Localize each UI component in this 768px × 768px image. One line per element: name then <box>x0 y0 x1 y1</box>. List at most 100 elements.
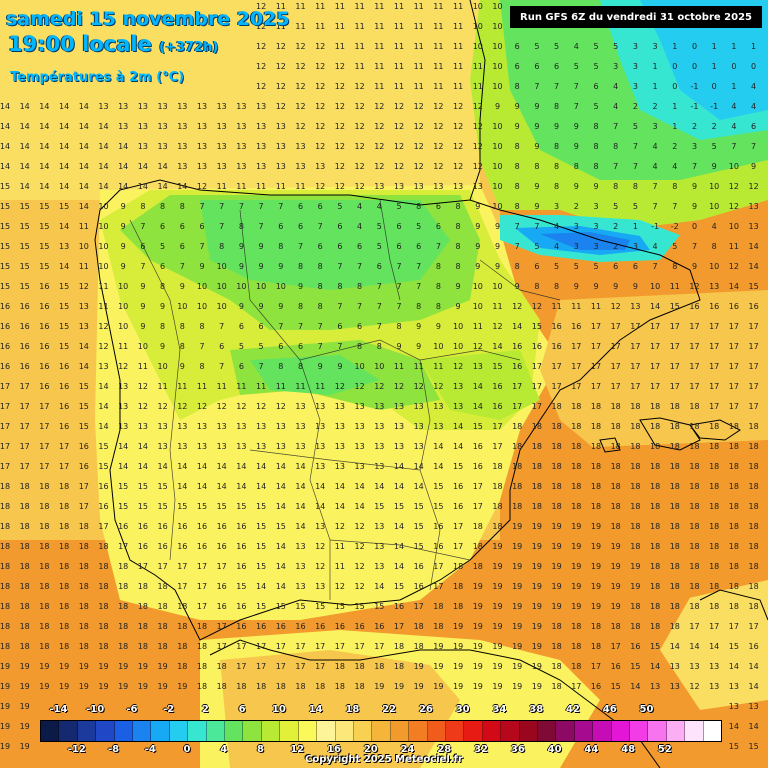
temperature-value: 10 <box>177 302 187 311</box>
scale-label: -12 <box>67 744 86 755</box>
temperature-value: 13 <box>414 402 424 411</box>
temperature-value: 18 <box>98 622 108 631</box>
temperature-value: 18 <box>374 662 384 671</box>
temperature-value: 11 <box>217 382 227 391</box>
temperature-value: 18 <box>552 682 562 691</box>
temperature-value: 12 <box>355 102 365 111</box>
temperature-value: 14 <box>118 462 128 471</box>
scale-label: -2 <box>163 704 175 715</box>
temperature-value: 17 <box>394 622 404 631</box>
temperature-value: 19 <box>532 582 542 591</box>
temperature-value: 11 <box>433 362 443 371</box>
temperature-value: 1 <box>731 82 736 91</box>
temperature-value: 15 <box>20 222 30 231</box>
temperature-value: 18 <box>650 602 660 611</box>
temperature-value: 15 <box>217 502 227 511</box>
temperature-value: 11 <box>355 62 365 71</box>
temperature-value: 8 <box>180 342 185 351</box>
temperature-value: 18 <box>98 642 108 651</box>
temperature-value: 10 <box>473 2 483 11</box>
temperature-value: 18 <box>650 622 660 631</box>
temperature-value: 7 <box>357 302 362 311</box>
temperature-value: 16 <box>39 322 49 331</box>
temperature-value: 16 <box>59 362 69 371</box>
temperature-value: 9 <box>337 362 342 371</box>
temperature-value: 12 <box>256 402 266 411</box>
temperature-value: 17 <box>0 402 10 411</box>
temperature-value: 19 <box>552 562 562 571</box>
temperature-value: 4 <box>672 162 677 171</box>
temperature-value: 16 <box>197 542 207 551</box>
scale-label: 8 <box>257 744 265 755</box>
temperature-value: 16 <box>217 602 227 611</box>
temperature-value: 16 <box>335 622 345 631</box>
temperature-value: 19 <box>453 682 463 691</box>
time-offset: (+372h) <box>159 40 219 55</box>
temperature-value: 6 <box>140 242 145 251</box>
temperature-value: 11 <box>276 2 286 11</box>
temperature-value: 12 <box>729 182 739 191</box>
scale-swatch <box>77 721 97 741</box>
temperature-value: 7 <box>731 142 736 151</box>
temperature-value: 4 <box>357 202 362 211</box>
temperature-value: 19 <box>591 582 601 591</box>
temperature-value: 18 <box>158 582 168 591</box>
temperature-value: 12 <box>355 162 365 171</box>
temperature-value: 14 <box>98 142 108 151</box>
temperature-value: 15 <box>335 602 345 611</box>
scale-swatch <box>648 721 667 741</box>
temperature-value: 16 <box>394 602 404 611</box>
temperature-value: 1 <box>653 82 658 91</box>
temperature-value: 14 <box>39 122 49 131</box>
temperature-value: 12 <box>355 382 365 391</box>
temperature-value: 13 <box>709 282 719 291</box>
temperature-value: 14 <box>59 182 69 191</box>
temperature-value: 3 <box>554 202 559 211</box>
temperature-value: 12 <box>729 262 739 271</box>
temperature-value: 15 <box>236 582 246 591</box>
temperature-value: 18 <box>749 542 759 551</box>
temperature-value: 11 <box>394 82 404 91</box>
temperature-value: 18 <box>453 562 463 571</box>
temperature-value: 16 <box>571 322 581 331</box>
temperature-value: 13 <box>118 122 128 131</box>
temperature-value: 6 <box>416 242 421 251</box>
temperature-value: 7 <box>199 242 204 251</box>
temperature-value: 19 <box>611 562 621 571</box>
temperature-value: 12 <box>315 122 325 131</box>
temperature-value: 9 <box>574 182 579 191</box>
temperature-value: 12 <box>335 142 345 151</box>
temperature-value: 18 <box>433 622 443 631</box>
scale-label: 28 <box>437 744 452 755</box>
temperature-value: 16 <box>414 582 424 591</box>
temperature-value: 11 <box>217 182 227 191</box>
temperature-value: 7 <box>672 202 677 211</box>
temperature-value: 17 <box>473 502 483 511</box>
temperature-value: 13 <box>335 402 345 411</box>
temperature-value: 16 <box>236 522 246 531</box>
temperature-value: 13 <box>394 182 404 191</box>
scale-label: 36 <box>510 744 525 755</box>
temperature-value: 8 <box>436 262 441 271</box>
temperature-value: 10 <box>650 282 660 291</box>
temperature-value: 11 <box>79 222 89 231</box>
temperature-value: 11 <box>394 2 404 11</box>
date-title: samedi 15 novembre 2025 <box>6 8 290 30</box>
scale-label: 6 <box>238 704 246 715</box>
temperature-value: 18 <box>158 602 168 611</box>
temperature-value: -1 <box>651 222 659 231</box>
temperature-value: 11 <box>473 62 483 71</box>
temperature-value: 19 <box>512 522 522 531</box>
temperature-value: 7 <box>416 282 421 291</box>
temperature-value: 18 <box>591 442 601 451</box>
temperature-value: 17 <box>473 482 483 491</box>
temperature-value: 18 <box>630 502 640 511</box>
temperature-value: 1 <box>712 42 717 51</box>
temperature-value: 14 <box>98 382 108 391</box>
temperature-value: 7 <box>653 262 658 271</box>
temperature-value: 8 <box>515 202 520 211</box>
temperature-value: 18 <box>650 562 660 571</box>
scale-swatch <box>169 721 189 741</box>
temperature-value: 12 <box>256 42 266 51</box>
temperature-value: 6 <box>278 342 283 351</box>
